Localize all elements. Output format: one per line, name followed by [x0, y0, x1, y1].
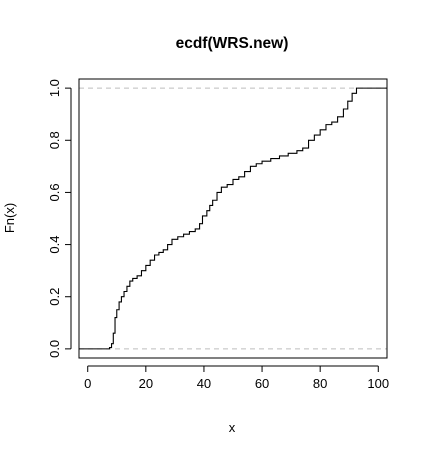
ecdf-step-point — [325, 124, 327, 126]
ecdf-step-point — [123, 291, 125, 292]
ecdf-step-point — [109, 347, 110, 348]
ecdf-step-point — [112, 332, 114, 334]
ecdf-step-point — [162, 249, 164, 251]
ecdf-step-point — [194, 228, 196, 230]
y-tick-label: 0.4 — [47, 236, 62, 254]
ecdf-step-point — [270, 158, 272, 159]
ecdf-step-point — [287, 152, 289, 154]
ecdf-step-point — [343, 108, 344, 110]
ecdf-step-point — [238, 176, 240, 178]
ecdf-step-point — [121, 296, 122, 298]
ecdf-step-point — [331, 121, 333, 123]
ecdf-step-point — [167, 244, 169, 245]
ecdf-step-point — [296, 150, 298, 152]
ecdf-step-point — [226, 184, 228, 186]
y-tick-label: 0.6 — [47, 183, 62, 201]
ecdf-step-point — [313, 134, 315, 136]
ecdf-step-point — [347, 100, 349, 102]
ecdf-step-point — [114, 317, 116, 318]
ecdf-series — [79, 87, 387, 350]
ecdf-step-point — [212, 199, 214, 201]
y-tick-label: 1.0 — [47, 79, 62, 97]
ecdf-step-point — [209, 205, 211, 206]
y-axis: 0.0 0.2 0.4 0.6 0.8 1.0 — [47, 79, 72, 358]
ecdf-step-point — [154, 254, 155, 256]
ecdf-step-line — [79, 87, 387, 350]
ecdf-step-point — [171, 238, 173, 240]
plot-frame — [78, 78, 388, 359]
y-axis-label: Fn(x) — [2, 203, 17, 233]
ecdf-step-point — [216, 192, 218, 193]
ecdf-step-point — [250, 165, 251, 167]
ecdf-step-point — [118, 301, 120, 303]
ecdf-step-point — [132, 278, 134, 279]
y-tick-label: 0.0 — [47, 340, 62, 358]
x-tick-label: 40 — [197, 376, 211, 391]
reference-lines — [79, 87, 387, 350]
x-tick-label: 60 — [255, 376, 269, 391]
ecdf-step-point — [145, 265, 147, 266]
x-tick-label: 80 — [313, 376, 327, 391]
x-tick-label: 0 — [84, 376, 91, 391]
ecdf-step-point — [183, 233, 185, 235]
x-axis-label: x — [229, 420, 236, 435]
ecdf-step-point — [220, 186, 222, 188]
y-tick-label: 0.8 — [47, 131, 62, 149]
ecdf-step-point — [136, 275, 138, 277]
x-tick-label: 100 — [367, 376, 389, 391]
x-tick-label: 20 — [139, 376, 153, 391]
ecdf-step-point — [189, 231, 190, 232]
ecdf-step-point — [116, 309, 118, 311]
ecdf-step-point — [319, 129, 321, 131]
y-tick-label: 0.2 — [47, 288, 62, 306]
ecdf-step-point — [141, 270, 142, 272]
ecdf-step-point — [126, 285, 128, 287]
ecdf-step-point — [129, 280, 131, 282]
ecdf-step-point — [232, 178, 234, 180]
ecdf-step-point — [199, 223, 200, 225]
ecdf-step-point — [111, 343, 112, 345]
ecdf-step-point — [255, 163, 257, 165]
ecdf-step-point — [158, 252, 160, 253]
ecdf-step-point — [244, 171, 246, 172]
ecdf-step-point — [261, 160, 263, 162]
ecdf-step-point — [206, 210, 208, 212]
ecdf-step-point — [177, 236, 179, 238]
ecdf-step-point — [302, 147, 304, 149]
ecdf-step-point — [279, 155, 280, 157]
chart-title: ecdf(WRS.new) — [176, 35, 289, 52]
ecdf-step-point — [356, 87, 357, 89]
ecdf-step-point — [149, 259, 151, 261]
ecdf-step-point — [308, 139, 309, 141]
ecdf-step-point — [202, 215, 203, 217]
ecdf-step-point — [337, 116, 338, 118]
ecdf-step-point — [351, 92, 353, 94]
x-axis: 0 20 40 60 80 100 — [84, 365, 389, 391]
